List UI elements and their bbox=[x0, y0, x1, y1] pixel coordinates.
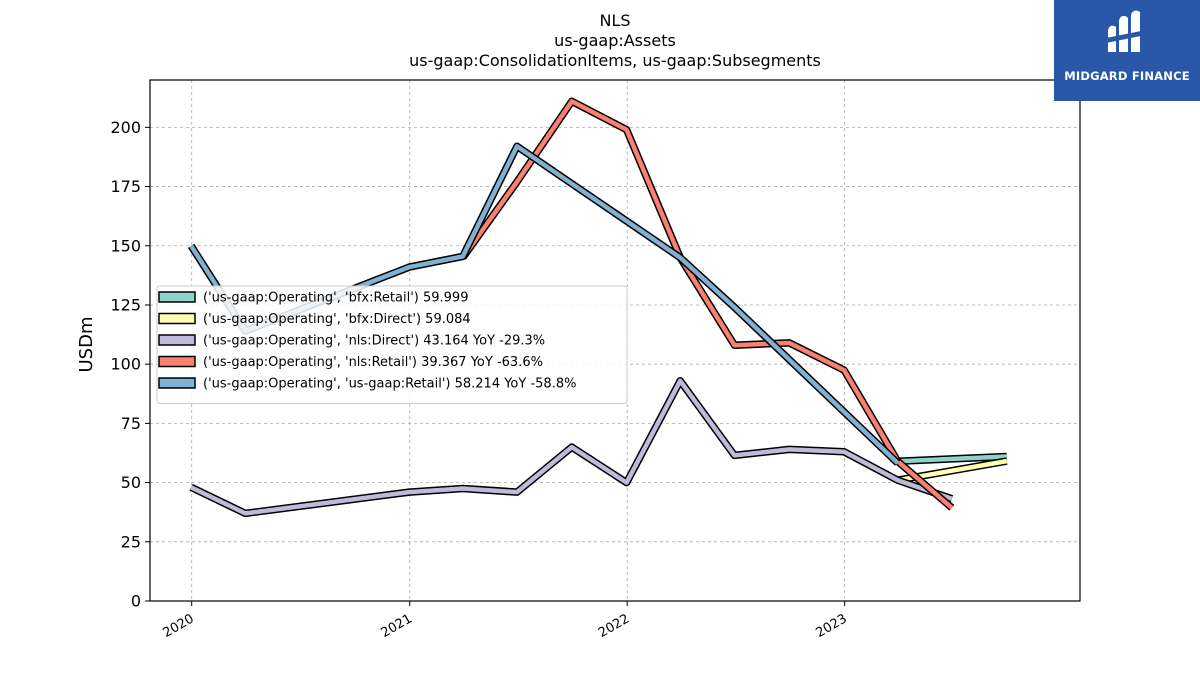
y-tick-label: 25 bbox=[121, 532, 141, 551]
y-tick-label: 0 bbox=[131, 592, 141, 611]
series-line-fill bbox=[460, 99, 954, 510]
y-axis-ticks: 0 25 50 75 100 125 150 175 200 bbox=[110, 118, 150, 611]
y-tick-label: 75 bbox=[121, 414, 141, 433]
y-tick-label: 100 bbox=[110, 355, 141, 374]
series-line bbox=[189, 377, 954, 518]
legend-swatch bbox=[158, 377, 196, 389]
series-line bbox=[897, 452, 1007, 466]
x-tick-label: 2023 bbox=[814, 611, 850, 641]
chart-title-line: us-gaap:Assets bbox=[554, 31, 676, 50]
midgard-finance-logo-icon bbox=[1106, 10, 1146, 52]
chart-title: NLSus-gaap:Assetsus-gaap:ConsolidationIt… bbox=[409, 11, 821, 70]
y-tick-label: 125 bbox=[110, 295, 141, 314]
x-tick-label: 2020 bbox=[161, 611, 197, 641]
legend-label: ('us-gaap:Operating', 'nls:Retail') 39.3… bbox=[203, 355, 543, 370]
chart-title-line: us-gaap:ConsolidationItems, us-gaap:Subs… bbox=[409, 51, 821, 70]
legend-swatch bbox=[158, 312, 196, 325]
x-tick-label: 2022 bbox=[596, 611, 632, 641]
legend-label: ('us-gaap:Operating', 'bfx:Retail') 59.9… bbox=[203, 291, 468, 306]
legend-label: ('us-gaap:Operating', 'nls:Direct') 43.1… bbox=[203, 334, 545, 349]
legend-box bbox=[156, 285, 628, 404]
y-tick-label: 200 bbox=[110, 118, 141, 137]
legend-swatch bbox=[158, 291, 196, 303]
legend: ('us-gaap:Operating', 'bfx:Retail') 59.9… bbox=[156, 285, 628, 404]
x-axis-ticks: 2020 2021 2022 2023 bbox=[161, 601, 850, 641]
series-line bbox=[459, 97, 955, 511]
series-line-fill bbox=[897, 454, 1007, 464]
y-axis-label: USDm bbox=[76, 317, 97, 373]
y-tick-label: 175 bbox=[110, 177, 141, 196]
chart-title-line: NLS bbox=[599, 11, 630, 30]
plot-frame bbox=[149, 79, 1081, 602]
y-tick-label: 50 bbox=[121, 473, 141, 492]
legend-swatch bbox=[158, 355, 196, 368]
brand-name: MIDGARD FINANCE bbox=[1064, 69, 1190, 83]
x-tick-label: 2021 bbox=[379, 611, 415, 641]
y-tick-label: 150 bbox=[110, 236, 141, 255]
series-line-fill bbox=[190, 378, 953, 516]
legend-label: ('us-gaap:Operating', 'bfx:Direct') 59.0… bbox=[203, 312, 471, 327]
brand-logo: MIDGARD FINANCE bbox=[1054, 0, 1200, 101]
legend-label: ('us-gaap:Operating', 'us-gaap:Retail') … bbox=[203, 377, 576, 392]
legend-swatch bbox=[158, 334, 196, 346]
